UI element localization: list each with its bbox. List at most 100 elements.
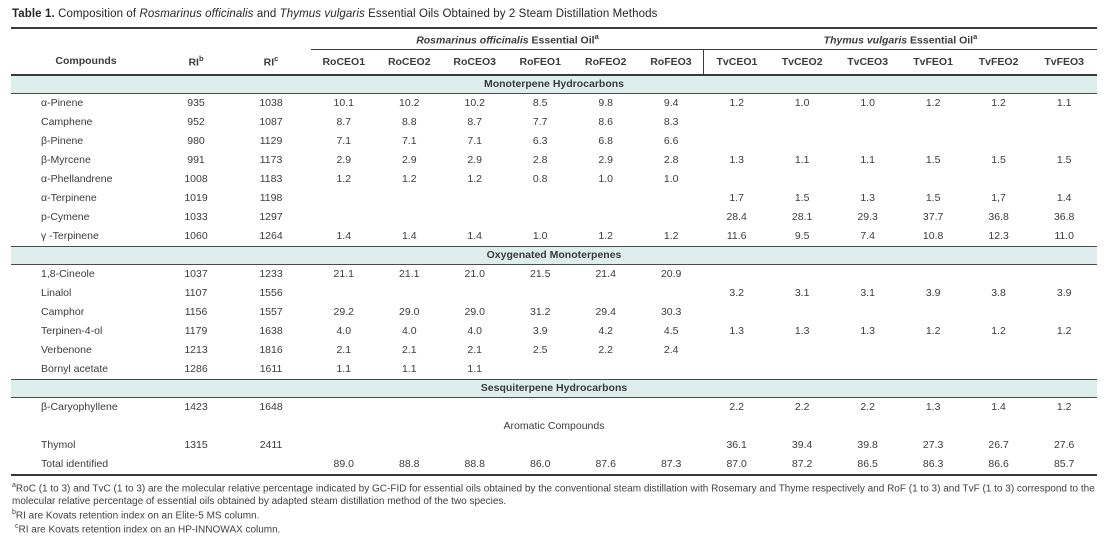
value-cell: 1038 (231, 93, 311, 113)
value-cell: 12.3 (966, 227, 1031, 247)
value-cell (1031, 132, 1097, 151)
compound-name: α-Phellandrene (11, 170, 161, 189)
value-cell (638, 436, 703, 455)
value-cell (442, 208, 507, 227)
value-cell: 85.7 (1031, 455, 1097, 475)
value-cell: 1198 (231, 189, 311, 208)
value-cell (573, 397, 638, 417)
compound-name: α-Terpinene (11, 189, 161, 208)
value-cell (704, 303, 769, 322)
value-cell (573, 360, 638, 380)
value-cell: 1.2 (704, 93, 769, 113)
value-cell (769, 264, 834, 284)
value-cell (377, 208, 442, 227)
compound-name: γ -Terpinene (11, 227, 161, 247)
value-cell: 3.9 (507, 322, 572, 341)
value-cell: 26.7 (966, 436, 1031, 455)
value-cell (1031, 341, 1097, 360)
value-cell (573, 436, 638, 455)
group-sup-thymus: a (973, 32, 977, 41)
value-cell (966, 264, 1031, 284)
section-label: Aromatic Compounds (11, 417, 1097, 436)
value-cell: 1.5 (900, 189, 965, 208)
value-cell: 1.2 (442, 170, 507, 189)
section-header-row: Oxygenated Monoterpenes (11, 246, 1097, 264)
value-cell (311, 397, 376, 417)
value-cell: 29.0 (377, 303, 442, 322)
value-cell: 1.4 (311, 227, 376, 247)
value-cell: 2.2 (704, 397, 769, 417)
caption-text-3: Essential Oils Obtained by 2 Steam Disti… (365, 8, 658, 20)
value-cell (835, 132, 900, 151)
value-cell (769, 341, 834, 360)
value-cell: 1008 (161, 170, 231, 189)
value-cell: 1.7 (704, 189, 769, 208)
value-cell: 8.7 (311, 113, 376, 132)
value-cell (966, 360, 1031, 380)
value-cell: 7.7 (507, 113, 572, 132)
value-cell (311, 284, 376, 303)
col-header-tvfeo3: TvFEO3 (1031, 49, 1097, 75)
value-cell: 2.9 (377, 151, 442, 170)
value-cell: 952 (161, 113, 231, 132)
value-cell: 21.1 (311, 264, 376, 284)
value-cell: 27.3 (900, 436, 965, 455)
value-cell: 980 (161, 132, 231, 151)
value-cell: 1213 (161, 341, 231, 360)
value-cell: 2.8 (507, 151, 572, 170)
col-header-compounds: Compounds (11, 49, 161, 75)
value-cell: 2.9 (311, 151, 376, 170)
value-cell: 1.0 (573, 170, 638, 189)
compound-name: p-Cymene (11, 208, 161, 227)
section-label: Sesquiterpene Hydrocarbons (11, 379, 1097, 397)
value-cell (900, 132, 965, 151)
value-cell (231, 455, 311, 475)
value-cell: 1.1 (442, 360, 507, 380)
value-cell (966, 113, 1031, 132)
value-cell (377, 436, 442, 455)
col-header-rofeo2: RoFEO2 (573, 49, 638, 75)
value-cell: 89.0 (311, 455, 376, 475)
value-cell: 29.4 (573, 303, 638, 322)
value-cell (835, 360, 900, 380)
value-cell: 88.8 (377, 455, 442, 475)
value-cell: 935 (161, 93, 231, 113)
value-cell (573, 284, 638, 303)
value-cell: 1179 (161, 322, 231, 341)
value-cell: 1019 (161, 189, 231, 208)
compound-name: α-Pinene (11, 93, 161, 113)
value-cell (442, 284, 507, 303)
value-cell (573, 189, 638, 208)
section-header-row: Aromatic Compounds (11, 417, 1097, 436)
value-cell: 31.2 (507, 303, 572, 322)
value-cell (704, 170, 769, 189)
value-cell: 30.3 (638, 303, 703, 322)
value-cell: 4.5 (638, 322, 703, 341)
value-cell (638, 189, 703, 208)
value-cell: 1033 (161, 208, 231, 227)
value-cell (704, 341, 769, 360)
value-cell: 3.9 (900, 284, 965, 303)
footnote-a: aRoC (1 to 3) and TvC (1 to 3) are the m… (12, 481, 1098, 508)
value-cell (835, 341, 900, 360)
value-cell (573, 208, 638, 227)
value-cell: 9.5 (769, 227, 834, 247)
value-cell: 4.0 (442, 322, 507, 341)
section-label: Monoterpene Hydrocarbons (11, 75, 1097, 94)
value-cell (835, 303, 900, 322)
col-header-rofeo3: RoFEO3 (638, 49, 703, 75)
value-cell: 86.3 (900, 455, 965, 475)
value-cell: 87.3 (638, 455, 703, 475)
section-header-row: Sesquiterpene Hydrocarbons (11, 379, 1097, 397)
value-cell: 7.1 (311, 132, 376, 151)
value-cell: 4.0 (311, 322, 376, 341)
value-cell: 1183 (231, 170, 311, 189)
value-cell: 1.2 (966, 322, 1031, 341)
value-cell (442, 189, 507, 208)
value-cell: 87.2 (769, 455, 834, 475)
